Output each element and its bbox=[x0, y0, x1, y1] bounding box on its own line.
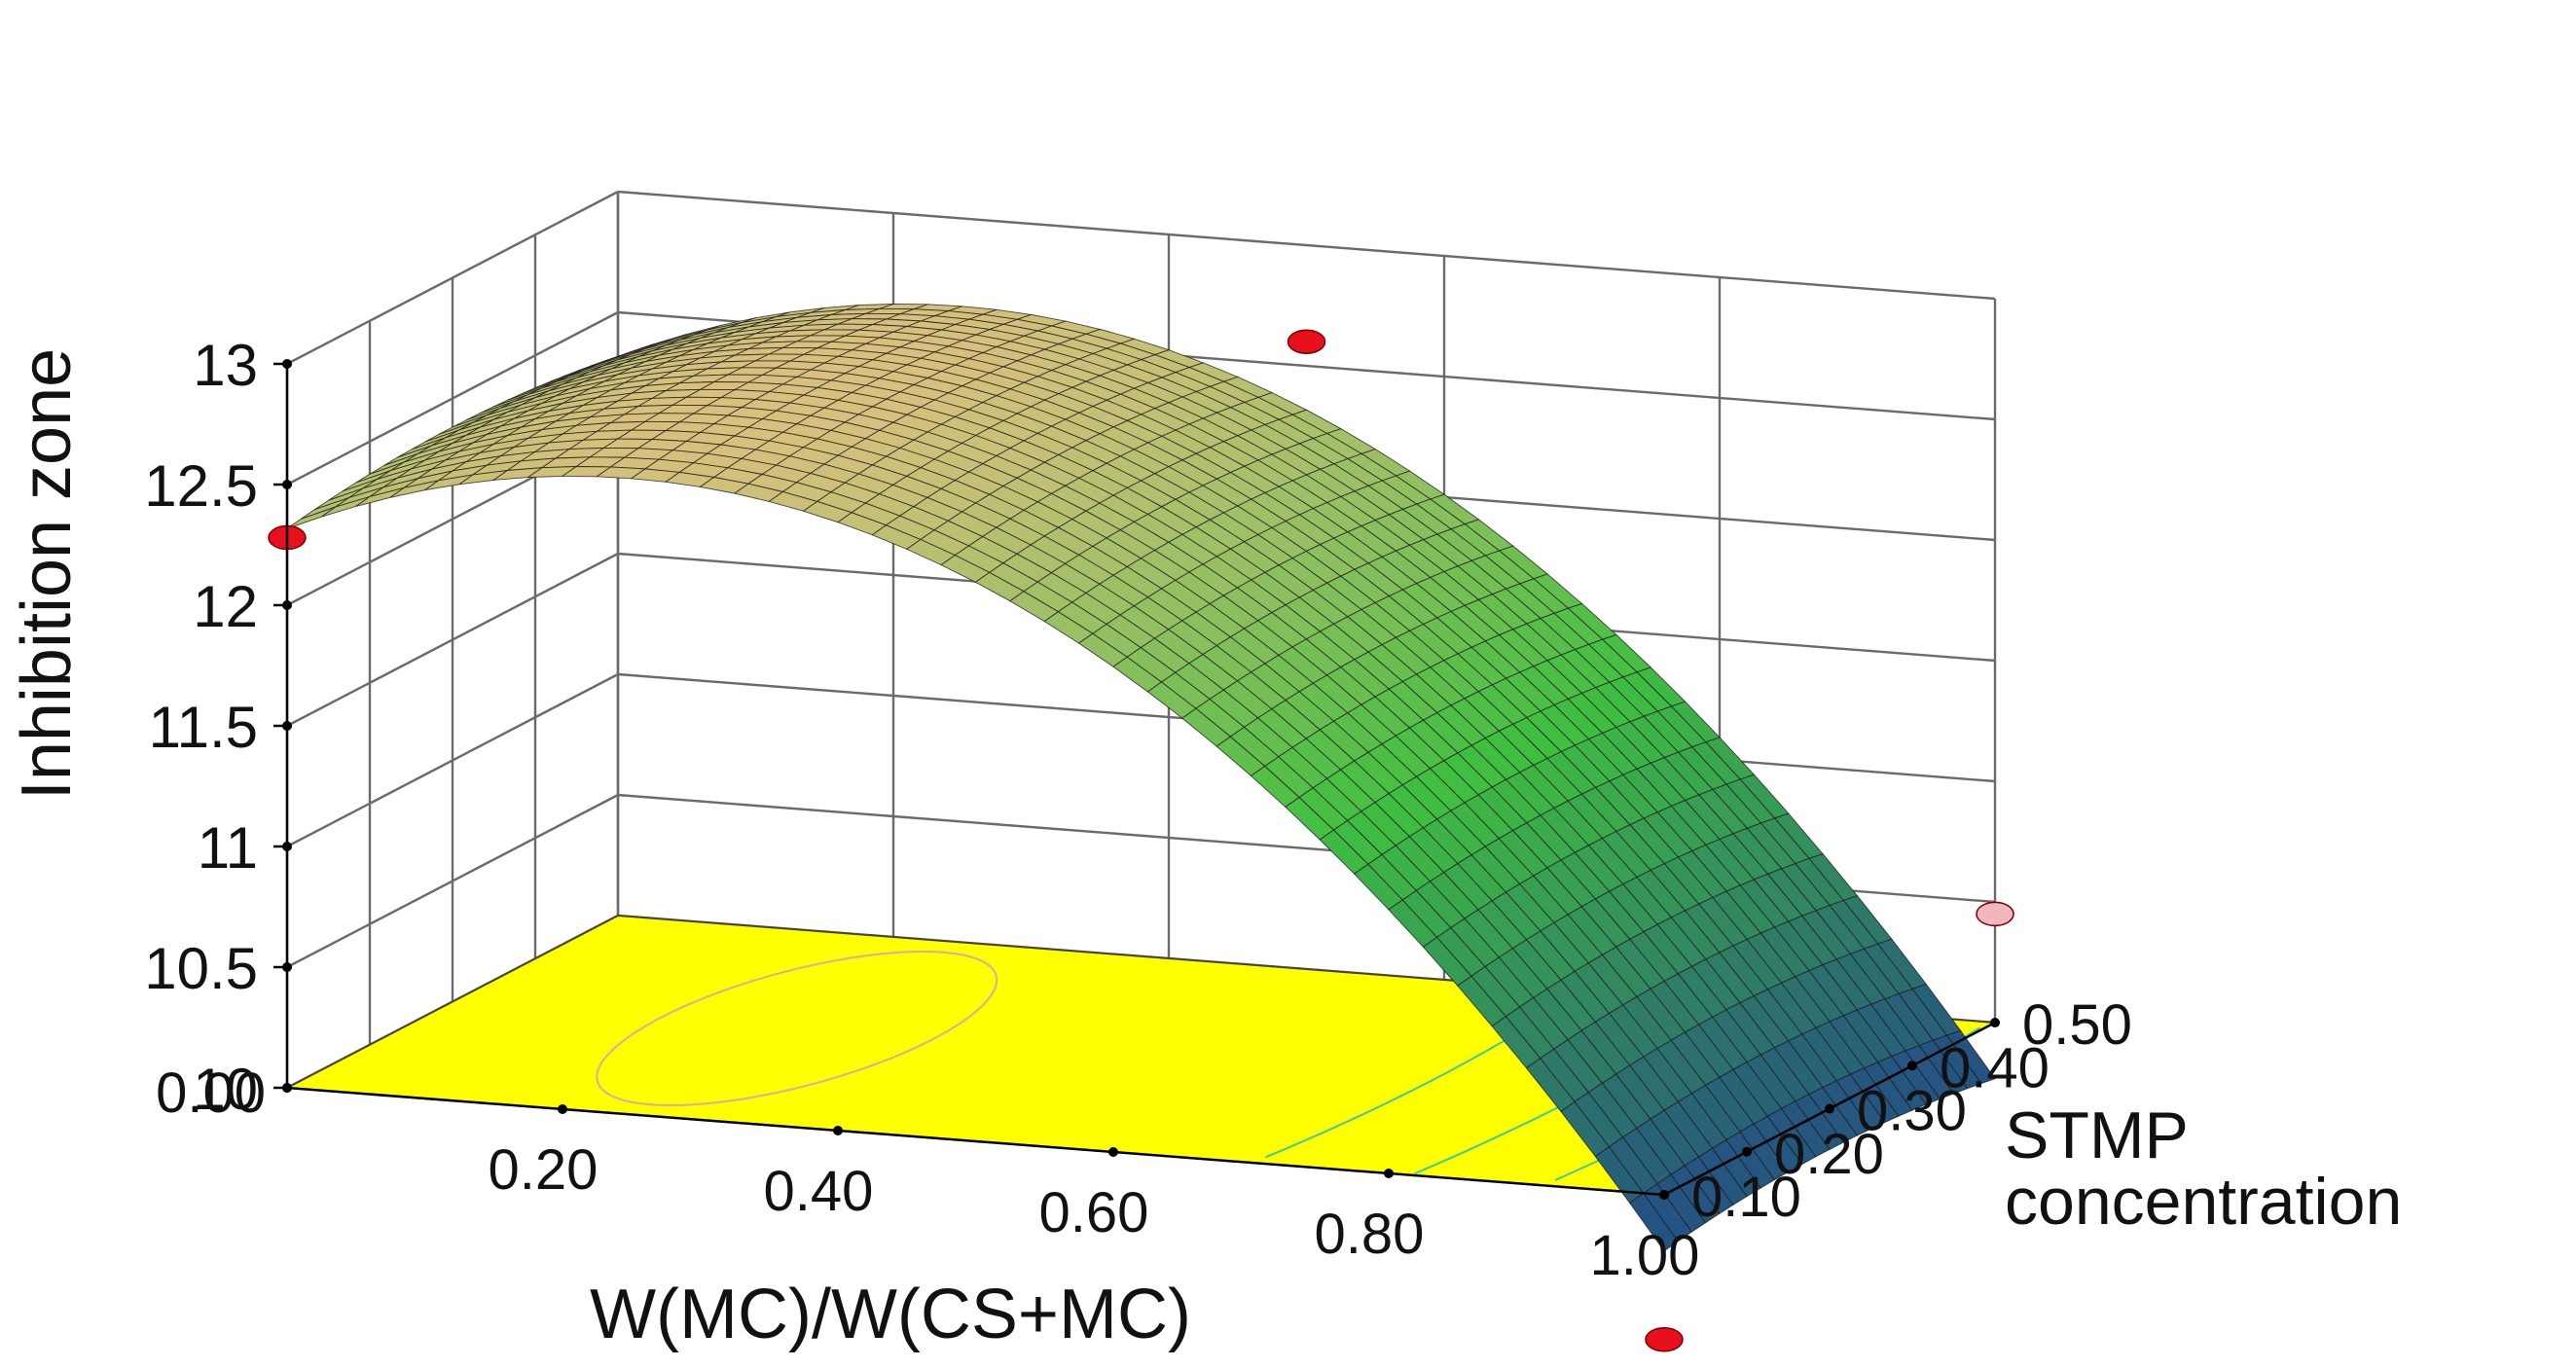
y-axis-tick-dot bbox=[1659, 1190, 1669, 1200]
x-axis-line bbox=[286, 1086, 1665, 1197]
back-wall-gridline bbox=[617, 190, 1996, 301]
design-point bbox=[1976, 901, 2014, 927]
y-axis-tick-dot bbox=[1990, 1018, 2000, 1027]
x-axis-tick-label: 0.20 bbox=[489, 1138, 599, 1202]
y-axis-tick-label: 0.40 bbox=[1940, 1036, 2050, 1099]
response-surface bbox=[286, 303, 1996, 1252]
y-axis-tick-label: 0.30 bbox=[1857, 1080, 1967, 1143]
y-axis-tick-dot bbox=[1825, 1103, 1834, 1114]
z-axis-tick-dot bbox=[282, 480, 292, 489]
z-axis-tick-label: 10 bbox=[193, 1057, 258, 1122]
z-axis-tick-label: 11.5 bbox=[149, 695, 258, 760]
z-axis-tick-label: 12.5 bbox=[144, 453, 258, 519]
x-axis-tick-label: 0.40 bbox=[764, 1160, 874, 1223]
z-axis-tick-dot bbox=[282, 359, 292, 369]
x-axis-tick-dot bbox=[1108, 1147, 1118, 1157]
z-axis-tick-dot bbox=[282, 600, 292, 610]
x-axis-tick-dot bbox=[833, 1126, 843, 1135]
y-axis-tick-label: 0.50 bbox=[2022, 993, 2132, 1057]
y-axis-tick-dot bbox=[1907, 1061, 1917, 1071]
z-axis-tick-label: 12 bbox=[193, 574, 258, 639]
z-axis-tick-dot bbox=[282, 842, 292, 851]
x-axis-tick-dot bbox=[282, 1083, 292, 1093]
z-axis-tick-label: 11 bbox=[198, 815, 258, 881]
design-point bbox=[1645, 1327, 1684, 1352]
y-axis-tick-dot bbox=[1742, 1146, 1752, 1157]
design-point bbox=[1287, 329, 1326, 354]
y-axis-title-line2: concentration bbox=[2005, 1165, 2402, 1239]
floor-contour-line bbox=[596, 951, 998, 1106]
z-axis-tick-label: 13 bbox=[193, 333, 258, 398]
y-axis-title-line1: STMP bbox=[2005, 1098, 2189, 1172]
axes: 10 10.5 11 11.5 12 12.5 13 0.00 0.20 0.40 0.60 0.80… bbox=[144, 333, 2132, 1287]
x-axis-tick-label: 0.00 bbox=[156, 1062, 266, 1125]
x-axis-title: W(MC)/W(CS+MC) bbox=[590, 1276, 1191, 1353]
z-axis-tick-label: 10.5 bbox=[144, 936, 258, 1001]
z-axis-tick-dot bbox=[282, 962, 292, 972]
z-axis-title: Inhibition zone bbox=[8, 348, 86, 800]
floor-contour-line bbox=[1265, 1077, 1437, 1159]
z-axis-tick-dot bbox=[282, 721, 292, 731]
x-axis-tick-label: 0.60 bbox=[1039, 1181, 1149, 1244]
x-axis-tick-label: 1.00 bbox=[1590, 1224, 1700, 1287]
surface-facet bbox=[1628, 1192, 1679, 1252]
y-axis-tick-label: 0.10 bbox=[1691, 1166, 1801, 1229]
y-axis-tick-label: 0.20 bbox=[1774, 1123, 1884, 1186]
x-axis-tick-label: 0.80 bbox=[1315, 1203, 1425, 1266]
x-axis-tick-dot bbox=[558, 1104, 567, 1114]
x-axis-tick-dot bbox=[1384, 1169, 1394, 1178]
